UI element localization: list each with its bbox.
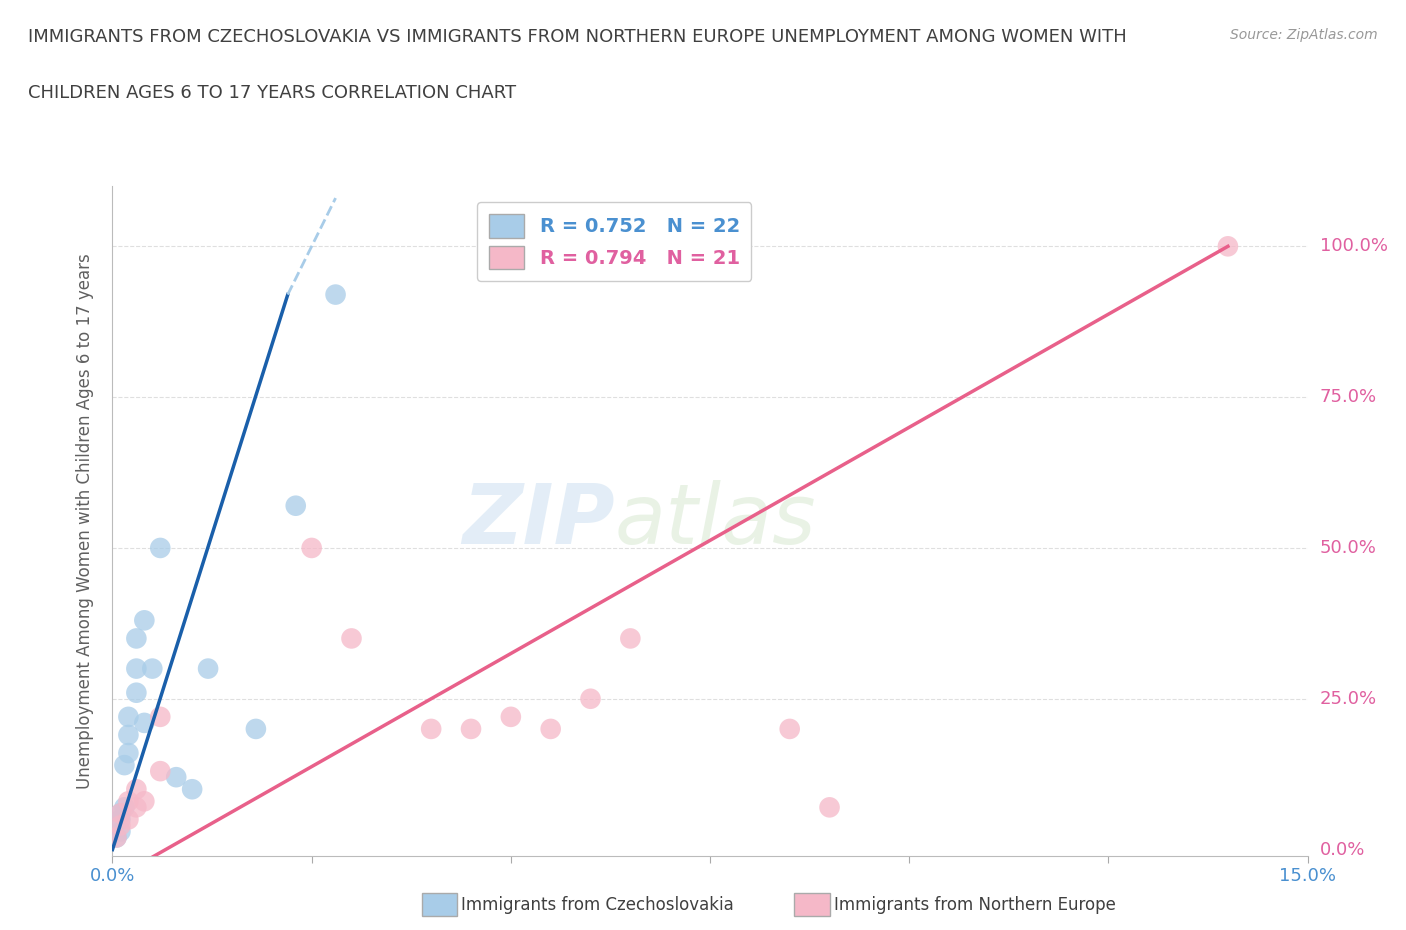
Point: [301, 540, 323, 555]
Y-axis label: Unemployment Among Women with Children Ages 6 to 17 years: Unemployment Among Women with Children A…: [76, 253, 94, 789]
Point: [340, 631, 363, 645]
Point: [460, 722, 482, 737]
Point: [619, 631, 641, 645]
Point: [125, 800, 148, 815]
Point: [105, 830, 128, 845]
Point: [149, 764, 172, 778]
Point: [125, 661, 148, 676]
Text: CHILDREN AGES 6 TO 17 YEARS CORRELATION CHART: CHILDREN AGES 6 TO 17 YEARS CORRELATION …: [28, 84, 516, 101]
Point: [1216, 239, 1239, 254]
Point: [110, 824, 132, 839]
Point: [110, 818, 132, 833]
Point: [125, 782, 148, 797]
Point: [134, 613, 156, 628]
Point: [105, 830, 128, 845]
Text: Immigrants from Czechoslovakia: Immigrants from Czechoslovakia: [461, 896, 734, 914]
Point: [499, 710, 522, 724]
Text: ZIP: ZIP: [461, 480, 614, 562]
Point: [134, 715, 156, 730]
Point: [818, 800, 841, 815]
Text: 25.0%: 25.0%: [1319, 690, 1376, 708]
Text: 50.0%: 50.0%: [1319, 539, 1376, 557]
Text: 100.0%: 100.0%: [1319, 237, 1388, 256]
Point: [540, 722, 562, 737]
Text: Source: ZipAtlas.com: Source: ZipAtlas.com: [1230, 28, 1378, 42]
Text: 75.0%: 75.0%: [1319, 388, 1376, 406]
Text: atlas: atlas: [614, 480, 815, 562]
Point: [181, 782, 204, 797]
Point: [420, 722, 443, 737]
Point: [134, 794, 156, 809]
Point: [149, 540, 172, 555]
Point: [114, 800, 135, 815]
Point: [125, 631, 148, 645]
Text: 0.0%: 0.0%: [1319, 841, 1365, 858]
Point: [117, 727, 139, 742]
Legend: R = 0.752   N = 22, R = 0.794   N = 21: R = 0.752 N = 22, R = 0.794 N = 21: [478, 203, 751, 281]
Point: [125, 685, 148, 700]
Point: [579, 691, 602, 706]
Point: [117, 710, 139, 724]
Point: [110, 806, 132, 821]
Point: [245, 722, 267, 737]
Point: [117, 794, 139, 809]
Point: [110, 806, 132, 821]
Point: [197, 661, 219, 676]
Text: Immigrants from Northern Europe: Immigrants from Northern Europe: [834, 896, 1115, 914]
Point: [165, 770, 187, 785]
Point: [141, 661, 163, 676]
Point: [110, 812, 132, 827]
Point: [284, 498, 307, 513]
Point: [779, 722, 801, 737]
Text: IMMIGRANTS FROM CZECHOSLOVAKIA VS IMMIGRANTS FROM NORTHERN EUROPE UNEMPLOYMENT A: IMMIGRANTS FROM CZECHOSLOVAKIA VS IMMIGR…: [28, 28, 1126, 46]
Point: [149, 710, 172, 724]
Point: [117, 812, 139, 827]
Point: [114, 758, 135, 773]
Point: [325, 287, 347, 302]
Point: [117, 746, 139, 761]
